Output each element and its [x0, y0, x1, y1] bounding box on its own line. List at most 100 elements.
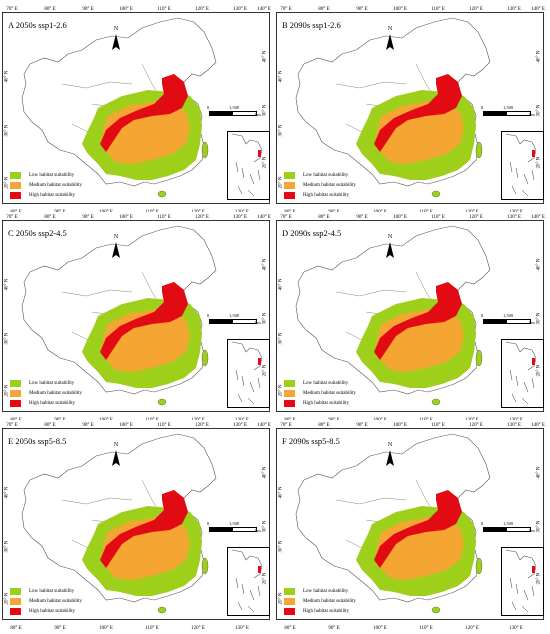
top-lon-tick: 100° E	[393, 215, 407, 220]
panel-title: D 2090s ssp2-4.5	[282, 228, 342, 238]
top-lon-tick: 120° E	[195, 7, 209, 12]
scale-line	[209, 111, 257, 116]
top-lon-tick: 110° E	[431, 423, 445, 428]
north-arrow-icon	[112, 34, 120, 50]
right-lat-label: 40° N	[262, 466, 268, 479]
legend-swatch	[284, 399, 295, 407]
legend-item: High habitat suitability	[10, 398, 82, 408]
left-lat-label: 40° N	[4, 486, 10, 499]
left-lat-label: 30° N	[278, 540, 284, 553]
top-longitude-labels: 70° E 80° E 90° E 100° E 110° E 120° E 130° E 1…	[2, 7, 271, 15]
legend-item: Low habitat suitability	[284, 378, 356, 388]
north-arrow: N	[383, 26, 397, 52]
right-lat-label: 40° N	[262, 50, 268, 63]
legend: Low habitat suitability Medium habitat su…	[284, 378, 356, 408]
scale-unit: km	[529, 528, 535, 533]
top-lon-tick: 110° E	[157, 215, 171, 220]
north-label: N	[387, 26, 393, 32]
scale-line	[209, 319, 257, 324]
north-arrow: N	[383, 442, 397, 468]
scale-value: 1,500	[503, 521, 514, 526]
left-lat-label: 30° N	[4, 124, 10, 137]
legend-swatch	[10, 191, 21, 199]
top-lon-tick: 100° E	[119, 423, 133, 428]
right-lat-label: 40° N	[536, 466, 542, 479]
right-lat-label: 30° N	[536, 104, 542, 117]
high-suitability-area	[100, 490, 188, 568]
scale-bar: 0 1,500 km	[481, 313, 537, 327]
south-china-sea-inset	[227, 131, 270, 200]
legend-item: Medium habitat suitability	[284, 388, 356, 398]
scale-zero: 0	[207, 313, 210, 318]
map-panel-6: 70° E 80° E 90° E 100° E 110° E 120° E 130° E 1…	[276, 420, 545, 631]
high-suitability-area	[374, 282, 462, 360]
taiwan-island	[201, 557, 209, 575]
legend: Low habitat suitability Medium habitat su…	[284, 586, 356, 616]
top-lon-tick: 140° E	[257, 215, 271, 220]
legend-item: Low habitat suitability	[10, 170, 82, 180]
right-lat-label: 20° N	[536, 572, 542, 585]
left-lat-label: 20° N	[278, 592, 284, 605]
top-lon-tick: 90° E	[356, 423, 368, 428]
left-lat-label: 40° N	[4, 70, 10, 83]
map-frame	[2, 12, 270, 204]
top-lon-tick: 120° E	[195, 423, 209, 428]
bottom-lon-tick: 100° E	[99, 626, 113, 631]
inset-map	[231, 549, 263, 613]
panel-title: E 2050s ssp5-8.5	[8, 436, 67, 446]
china-map	[2, 220, 270, 412]
map-panel-1: 70° E 80° E 90° E 100° E 110° E 120° E 130° E 1…	[2, 4, 271, 215]
high-suitability-area	[374, 74, 462, 152]
panel-title: F 2090s ssp5-8.5	[282, 436, 340, 446]
legend-swatch	[10, 389, 21, 397]
top-lon-tick: 80° E	[318, 423, 330, 428]
top-lon-tick: 100° E	[119, 215, 133, 220]
north-label: N	[387, 442, 393, 448]
south-china-sea-inset	[501, 339, 544, 408]
inset-map	[231, 133, 263, 197]
south-china-sea-inset	[227, 339, 270, 408]
south-china-sea-inset	[227, 547, 270, 616]
north-label: N	[113, 442, 119, 448]
bottom-lon-tick: 90° E	[54, 626, 66, 631]
scale-value: 1,500	[503, 105, 514, 110]
high-suitability-area	[100, 282, 188, 360]
legend-swatch	[284, 587, 295, 595]
bottom-lon-tick: 80° E	[10, 626, 22, 631]
right-lat-label: 20° N	[262, 364, 268, 377]
top-lon-tick: 80° E	[44, 215, 56, 220]
north-arrow: N	[109, 26, 123, 52]
bottom-lon-tick: 80° E	[284, 626, 296, 631]
taiwan-island	[201, 141, 209, 159]
legend-swatch	[10, 399, 21, 407]
hainan-island	[157, 606, 167, 614]
top-lon-tick: 120° E	[469, 423, 483, 428]
china-map	[276, 428, 544, 620]
inset-map	[505, 549, 537, 613]
north-label: N	[113, 26, 119, 32]
top-lon-tick: 130° E	[233, 423, 247, 428]
scale-unit: km	[255, 320, 261, 325]
left-lat-label: 20° N	[4, 592, 10, 605]
bottom-lon-tick: 110° E	[145, 626, 159, 631]
bottom-lon-tick: 130° E	[509, 626, 523, 631]
legend-swatch	[284, 171, 295, 179]
left-lat-label: 30° N	[278, 332, 284, 345]
scale-bar: 0 1,500 km	[481, 521, 537, 535]
top-lon-tick: 90° E	[82, 215, 94, 220]
legend-item: Low habitat suitability	[10, 586, 82, 596]
top-lon-tick: 100° E	[393, 423, 407, 428]
bottom-lon-tick: 90° E	[328, 626, 340, 631]
south-china-sea-inset	[501, 131, 544, 200]
top-lon-tick: 120° E	[195, 215, 209, 220]
legend-item: Medium habitat suitability	[10, 596, 82, 606]
top-lon-tick: 70° E	[6, 7, 18, 12]
scale-unit: km	[255, 528, 261, 533]
taiwan-island	[475, 557, 483, 575]
taiwan-island	[201, 349, 209, 367]
left-lat-label: 40° N	[278, 278, 284, 291]
north-arrow-icon	[386, 34, 394, 50]
top-lon-tick: 70° E	[6, 423, 18, 428]
south-china-sea-inset	[501, 547, 544, 616]
legend-swatch	[284, 379, 295, 387]
